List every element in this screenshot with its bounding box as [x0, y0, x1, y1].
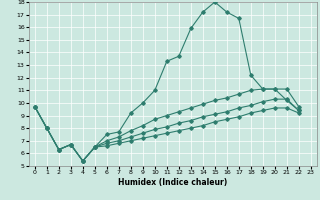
- X-axis label: Humidex (Indice chaleur): Humidex (Indice chaleur): [118, 178, 228, 187]
